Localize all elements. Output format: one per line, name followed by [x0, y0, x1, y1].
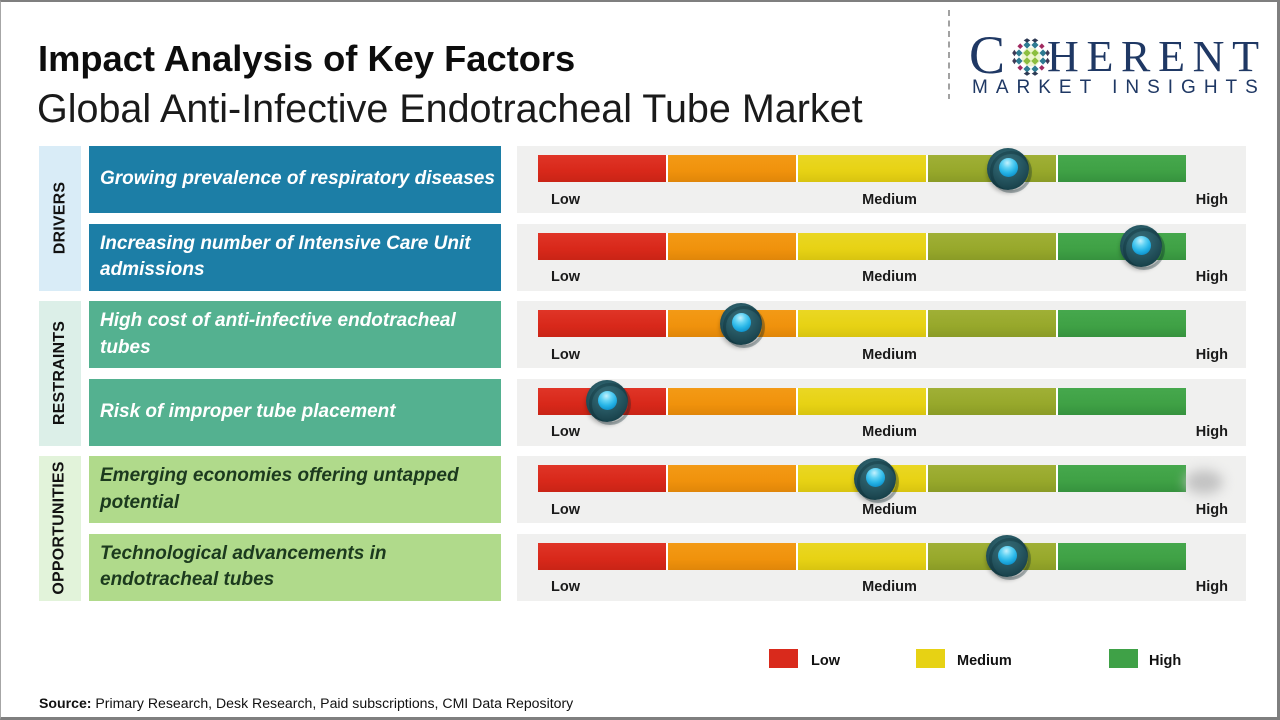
svg-text:C: C [969, 25, 1005, 85]
svg-text:HERENT: HERENT [1047, 32, 1267, 81]
